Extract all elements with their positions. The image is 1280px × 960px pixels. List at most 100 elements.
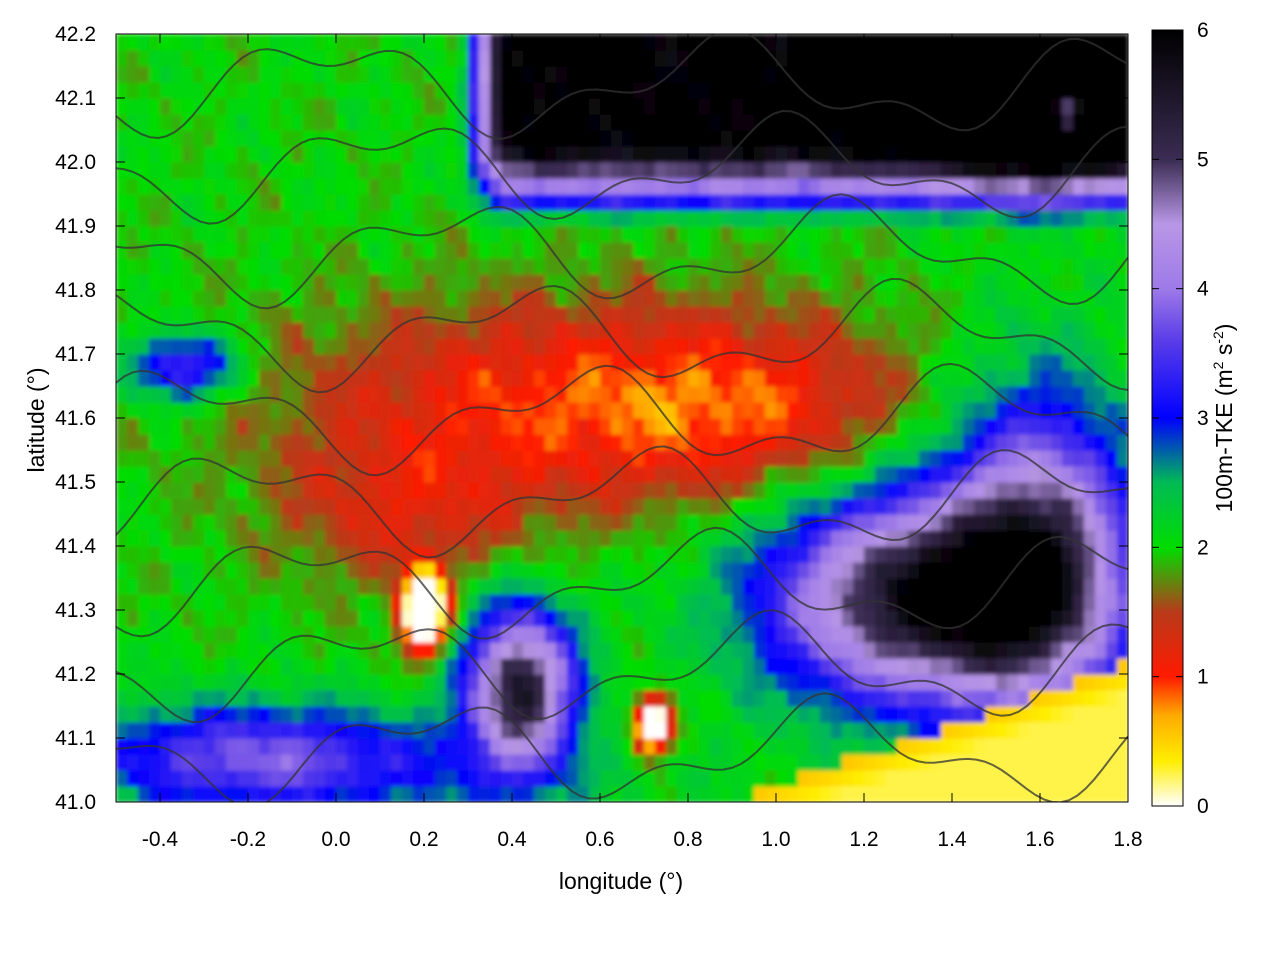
heatmap-cell [358,50,370,67]
heatmap-cell [710,738,722,755]
heatmap-cell [270,770,282,787]
heatmap-cell [600,642,612,659]
heatmap-cell [567,194,579,211]
heatmap-cell [226,786,238,802]
heatmap-cell [820,690,832,707]
heatmap-cell [248,530,260,547]
heatmap-cell [204,66,216,83]
heatmap-cell [182,402,194,419]
heatmap-cell [391,642,403,659]
heatmap-cell [732,386,744,403]
heatmap-cell [1117,50,1128,67]
heatmap-cell [402,498,414,515]
heatmap-cell [842,610,854,627]
heatmap-cell [908,114,920,131]
heatmap-cell [435,274,447,291]
heatmap-cell [666,98,678,115]
heatmap-cell [1117,402,1128,419]
heatmap-cell [787,770,799,787]
heatmap-cell [468,578,480,595]
heatmap-cell [226,530,238,547]
heatmap-cell [325,178,337,195]
heatmap-cell [820,754,832,771]
heatmap-cell [501,466,513,483]
heatmap-cell [842,354,854,371]
heatmap-cell [710,386,722,403]
heatmap-cell [952,258,964,275]
heatmap-cell [1051,34,1063,51]
heatmap-cell [974,722,986,739]
heatmap-cell [226,306,238,323]
heatmap-cell [688,530,700,547]
heatmap-cell [248,594,260,611]
heatmap-cell [1073,306,1085,323]
heatmap-cell [424,242,436,259]
heatmap-cell [677,450,689,467]
heatmap-cell [303,322,315,339]
heatmap-cell [578,706,590,723]
heatmap-cell [721,50,733,67]
heatmap-cell [171,498,183,515]
heatmap-cell [688,610,700,627]
heatmap-cell [127,66,139,83]
heatmap-cell [446,546,458,563]
heatmap-cell [655,530,667,547]
heatmap-cell [952,82,964,99]
heatmap-cell [369,418,381,435]
heatmap-cell [347,626,359,643]
heatmap-cell [259,178,271,195]
heatmap-cell [963,610,975,627]
heatmap-cell [831,98,843,115]
heatmap-cell [688,354,700,371]
heatmap-cell [182,482,194,499]
heatmap-cell [534,162,546,179]
heatmap-cell [149,482,161,499]
heatmap-cell [985,322,997,339]
heatmap-cell [1018,50,1030,67]
heatmap-cell [985,210,997,227]
heatmap-cell [292,450,304,467]
heatmap-cell [127,274,139,291]
heatmap-cell [336,402,348,419]
heatmap-cell [413,274,425,291]
heatmap-cell [886,674,898,691]
heatmap-cell [468,226,480,243]
heatmap-cell [336,306,348,323]
heatmap-cell [644,370,656,387]
heatmap-cell [1117,610,1128,627]
heatmap-cell [358,146,370,163]
heatmap-cell [149,162,161,179]
heatmap-cell [237,498,249,515]
heatmap-cell [655,226,667,243]
heatmap-cell [1117,338,1128,355]
heatmap-cell [831,738,843,755]
heatmap-cell [270,434,282,451]
heatmap-cell [1095,642,1107,659]
heatmap-cell [347,690,359,707]
heatmap-cell [369,402,381,419]
heatmap-cell [952,466,964,483]
heatmap-cell [501,322,513,339]
heatmap-cell [369,626,381,643]
heatmap-cell [171,50,183,67]
heatmap-cell [941,738,953,755]
heatmap-cell [578,210,590,227]
heatmap-cell [281,450,293,467]
heatmap-cell [391,386,403,403]
heatmap-cell [1029,274,1041,291]
heatmap-cell [160,402,172,419]
heatmap-cell [248,306,260,323]
heatmap-cell [754,770,766,787]
heatmap-cell [435,34,447,51]
heatmap-cell [215,466,227,483]
heatmap-cell [1018,530,1030,547]
heatmap-cell [578,786,590,802]
heatmap-cell [259,82,271,99]
heatmap-cell [303,50,315,67]
heatmap-cell [688,738,700,755]
heatmap-cell [479,162,491,179]
heatmap-cell [754,754,766,771]
heatmap-cell [600,706,612,723]
contour-line [116,609,1128,724]
heatmap-cell [160,434,172,451]
